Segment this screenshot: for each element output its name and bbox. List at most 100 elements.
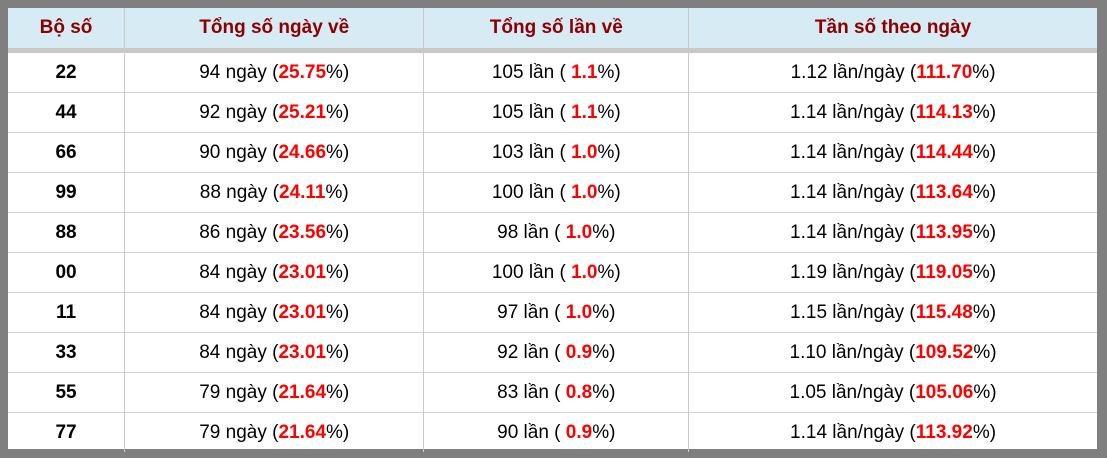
cell-text: %) (592, 421, 616, 443)
percent-highlight: 21.64 (278, 421, 327, 443)
cell-text: %) (325, 181, 349, 203)
cell-text: %) (592, 381, 616, 403)
days-cell: 79 ngày (21.64%) (124, 412, 424, 452)
percent-highlight: 25.21 (278, 101, 327, 123)
pair-cell: 11 (8, 292, 125, 333)
times-cell: 100 lần ( 1.0%) (423, 172, 689, 213)
frequency-cell: 1.05 lần/ngày (105.06%) (688, 372, 1097, 413)
table-row: 22 94 ngày (25.75%) 105 lần ( 1.1%) 1.12 lầ… (8, 50, 1097, 93)
cell-text: 103 lần ( (491, 141, 572, 163)
cell-text: 1.05 lần/ngày ( (789, 381, 916, 403)
cell-text: 1.10 lần/ngày ( (789, 341, 916, 363)
days-cell: 84 ngày (23.01%) (124, 292, 424, 333)
times-cell: 98 lần ( 1.0%) (423, 212, 689, 253)
col-header-pair: Bộ số (8, 8, 125, 53)
cell-text: %) (326, 381, 350, 403)
cell-text: %) (326, 221, 350, 243)
cell-text: %) (326, 261, 350, 283)
cell-text: %) (326, 101, 350, 123)
percent-highlight: 109.52 (915, 341, 974, 363)
days-cell: 94 ngày (25.75%) (124, 50, 424, 93)
cell-text: 84 ngày ( (199, 301, 279, 323)
percent-highlight: 23.01 (278, 341, 327, 363)
cell-text: 79 ngày ( (199, 381, 279, 403)
cell-text: %) (973, 381, 997, 403)
cell-text: 84 ngày ( (199, 261, 279, 283)
table-row: 88 86 ngày (23.56%) 98 lần ( 1.0%) 1.14 lần… (8, 212, 1097, 253)
cell-text: 90 ngày ( (199, 141, 279, 163)
days-cell: 86 ngày (23.56%) (124, 212, 424, 253)
percent-highlight: 115.48 (915, 301, 973, 323)
days-cell: 92 ngày (25.21%) (124, 92, 424, 133)
pair-cell: 22 (55, 61, 77, 83)
cell-text: 92 ngày ( (199, 101, 279, 123)
cell-text: 1.19 lần/ngày ( (790, 261, 916, 283)
cell-text: %) (972, 301, 997, 323)
cell-text: 79 ngày ( (199, 421, 279, 443)
percent-highlight: 21.64 (278, 381, 327, 403)
cell-text: %) (597, 61, 621, 83)
pair-cell: 99 (8, 172, 125, 213)
times-cell: 100 lần ( 1.0%) (423, 252, 689, 293)
cell-text: 100 lần ( (491, 181, 572, 203)
frequency-cell: 1.14 lần/ngày (113.95%) (688, 212, 1097, 253)
cell-text: 1.14 lần/ngày ( (790, 181, 916, 203)
days-cell: 90 ngày (24.66%) (124, 132, 424, 173)
cell-text: %) (597, 101, 621, 123)
table-row: 66 90 ngày (24.66%) 103 lần ( 1.0%) 1.14 lầ… (8, 132, 1097, 173)
cell-text: 90 lần ( (497, 421, 566, 443)
table-row: 33 84 ngày (23.01%) 92 lần ( 0.9%) 1.10 lần… (8, 332, 1097, 373)
cell-text: %) (326, 341, 350, 363)
percent-highlight: 24.11 (279, 181, 326, 203)
times-cell: 92 lần ( 0.9%) (423, 332, 689, 373)
pair-cell: 88 (8, 212, 125, 253)
times-cell: 105 lần ( 1.1%) (423, 92, 689, 133)
percent-highlight: 114.44 (915, 141, 973, 163)
percent-highlight: 113.92 (915, 421, 973, 443)
cell-text: %) (592, 301, 616, 323)
table-row: 11 84 ngày (23.01%) 97 lần ( 1.0%) 1.15 lần… (8, 292, 1097, 333)
cell-text: %) (973, 341, 997, 363)
percent-highlight: 0.8 (565, 381, 593, 403)
cell-text: %) (326, 61, 350, 83)
pair-cell: 77 (8, 412, 125, 452)
cell-text: 83 lần ( (497, 381, 566, 403)
cell-text: 94 ngày ( (199, 61, 279, 83)
percent-highlight: 114.13 (915, 101, 973, 123)
times-cell: 90 lần ( 0.9%) (423, 412, 689, 452)
cell-text: %) (592, 221, 616, 243)
percent-highlight: 1.1 (571, 61, 598, 83)
times-cell: 97 lần ( 1.0%) (423, 292, 689, 333)
cell-text: 1.14 lần/ngày ( (790, 221, 916, 243)
cell-text: 105 lần ( (491, 101, 572, 123)
cell-text: 1.15 lần/ngày ( (790, 301, 916, 323)
cell-text: %) (972, 61, 996, 83)
cell-text: %) (597, 261, 621, 283)
frequency-cell: 1.12 lần/ngày (111.70%) (688, 50, 1097, 93)
table-row: 44 92 ngày (25.21%) 105 lần ( 1.1%) 1.14 lầ… (8, 92, 1097, 133)
percent-highlight: 111.70 (916, 61, 973, 83)
percent-highlight: 1.0 (571, 261, 598, 283)
cell-text: %) (972, 141, 997, 163)
table-body: 22 94 ngày (25.75%) 105 lần ( 1.1%) 1.12 lầ… (8, 50, 1097, 452)
pair-cell: 00 (8, 252, 125, 293)
percent-highlight: 119.05 (915, 261, 973, 283)
cell-text: 98 lần ( (497, 221, 566, 243)
percent-highlight: 1.0 (571, 181, 598, 203)
cell-text: %) (592, 341, 616, 363)
table-row: 77 79 ngày (21.64%) 90 lần ( 0.9%) 1.14 lần… (8, 412, 1097, 452)
cell-text: 105 lần ( (491, 61, 572, 83)
cell-text: %) (972, 101, 997, 123)
pair-cell: 66 (8, 132, 125, 173)
frequency-cell: 1.14 lần/ngày (114.13%) (688, 92, 1097, 133)
percent-highlight: 23.01 (278, 261, 327, 283)
cell-text: 88 ngày ( (199, 181, 279, 203)
days-cell: 84 ngày (23.01%) (124, 332, 424, 373)
frequency-cell: 1.10 lần/ngày (109.52%) (688, 332, 1097, 373)
col-header-total-days: Tổng số ngày về (124, 8, 424, 53)
frequency-cell: 1.14 lần/ngày (113.64%) (688, 172, 1097, 213)
cell-text: 100 lần ( (491, 261, 572, 283)
table-row: 99 88 ngày (24.11%) 100 lần ( 1.0%) 1.14 lầ… (8, 172, 1097, 213)
cell-text: %) (972, 221, 997, 243)
